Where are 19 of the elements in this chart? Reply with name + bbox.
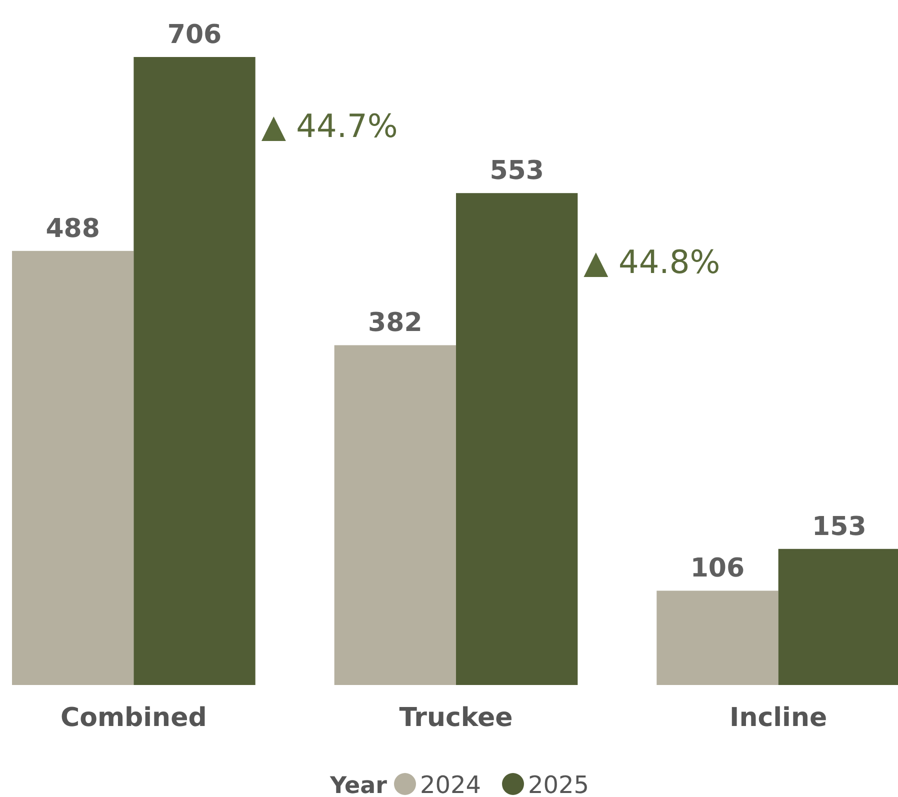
x-tick-label: Incline [730,703,828,733]
x-tick-label: Truckee [399,703,513,733]
data-label: 106 [690,554,745,584]
bar [656,590,778,685]
bar [12,250,134,685]
data-label: 488 [46,214,100,244]
legend-label: 2024 [420,771,482,797]
bar [134,57,256,685]
annotation: ▲ 44.8% [584,243,720,282]
data-label: 706 [167,20,222,50]
x-tick-label: Combined [60,703,207,733]
legend-title: Year [329,773,388,797]
data-label: 153 [812,512,866,542]
bar [334,345,456,685]
annotation: ▲ 44.7% [261,107,398,145]
bar [456,193,578,685]
legend-label: 2025 [528,771,590,797]
data-label: 553 [490,156,544,186]
data-label: 382 [368,308,422,338]
